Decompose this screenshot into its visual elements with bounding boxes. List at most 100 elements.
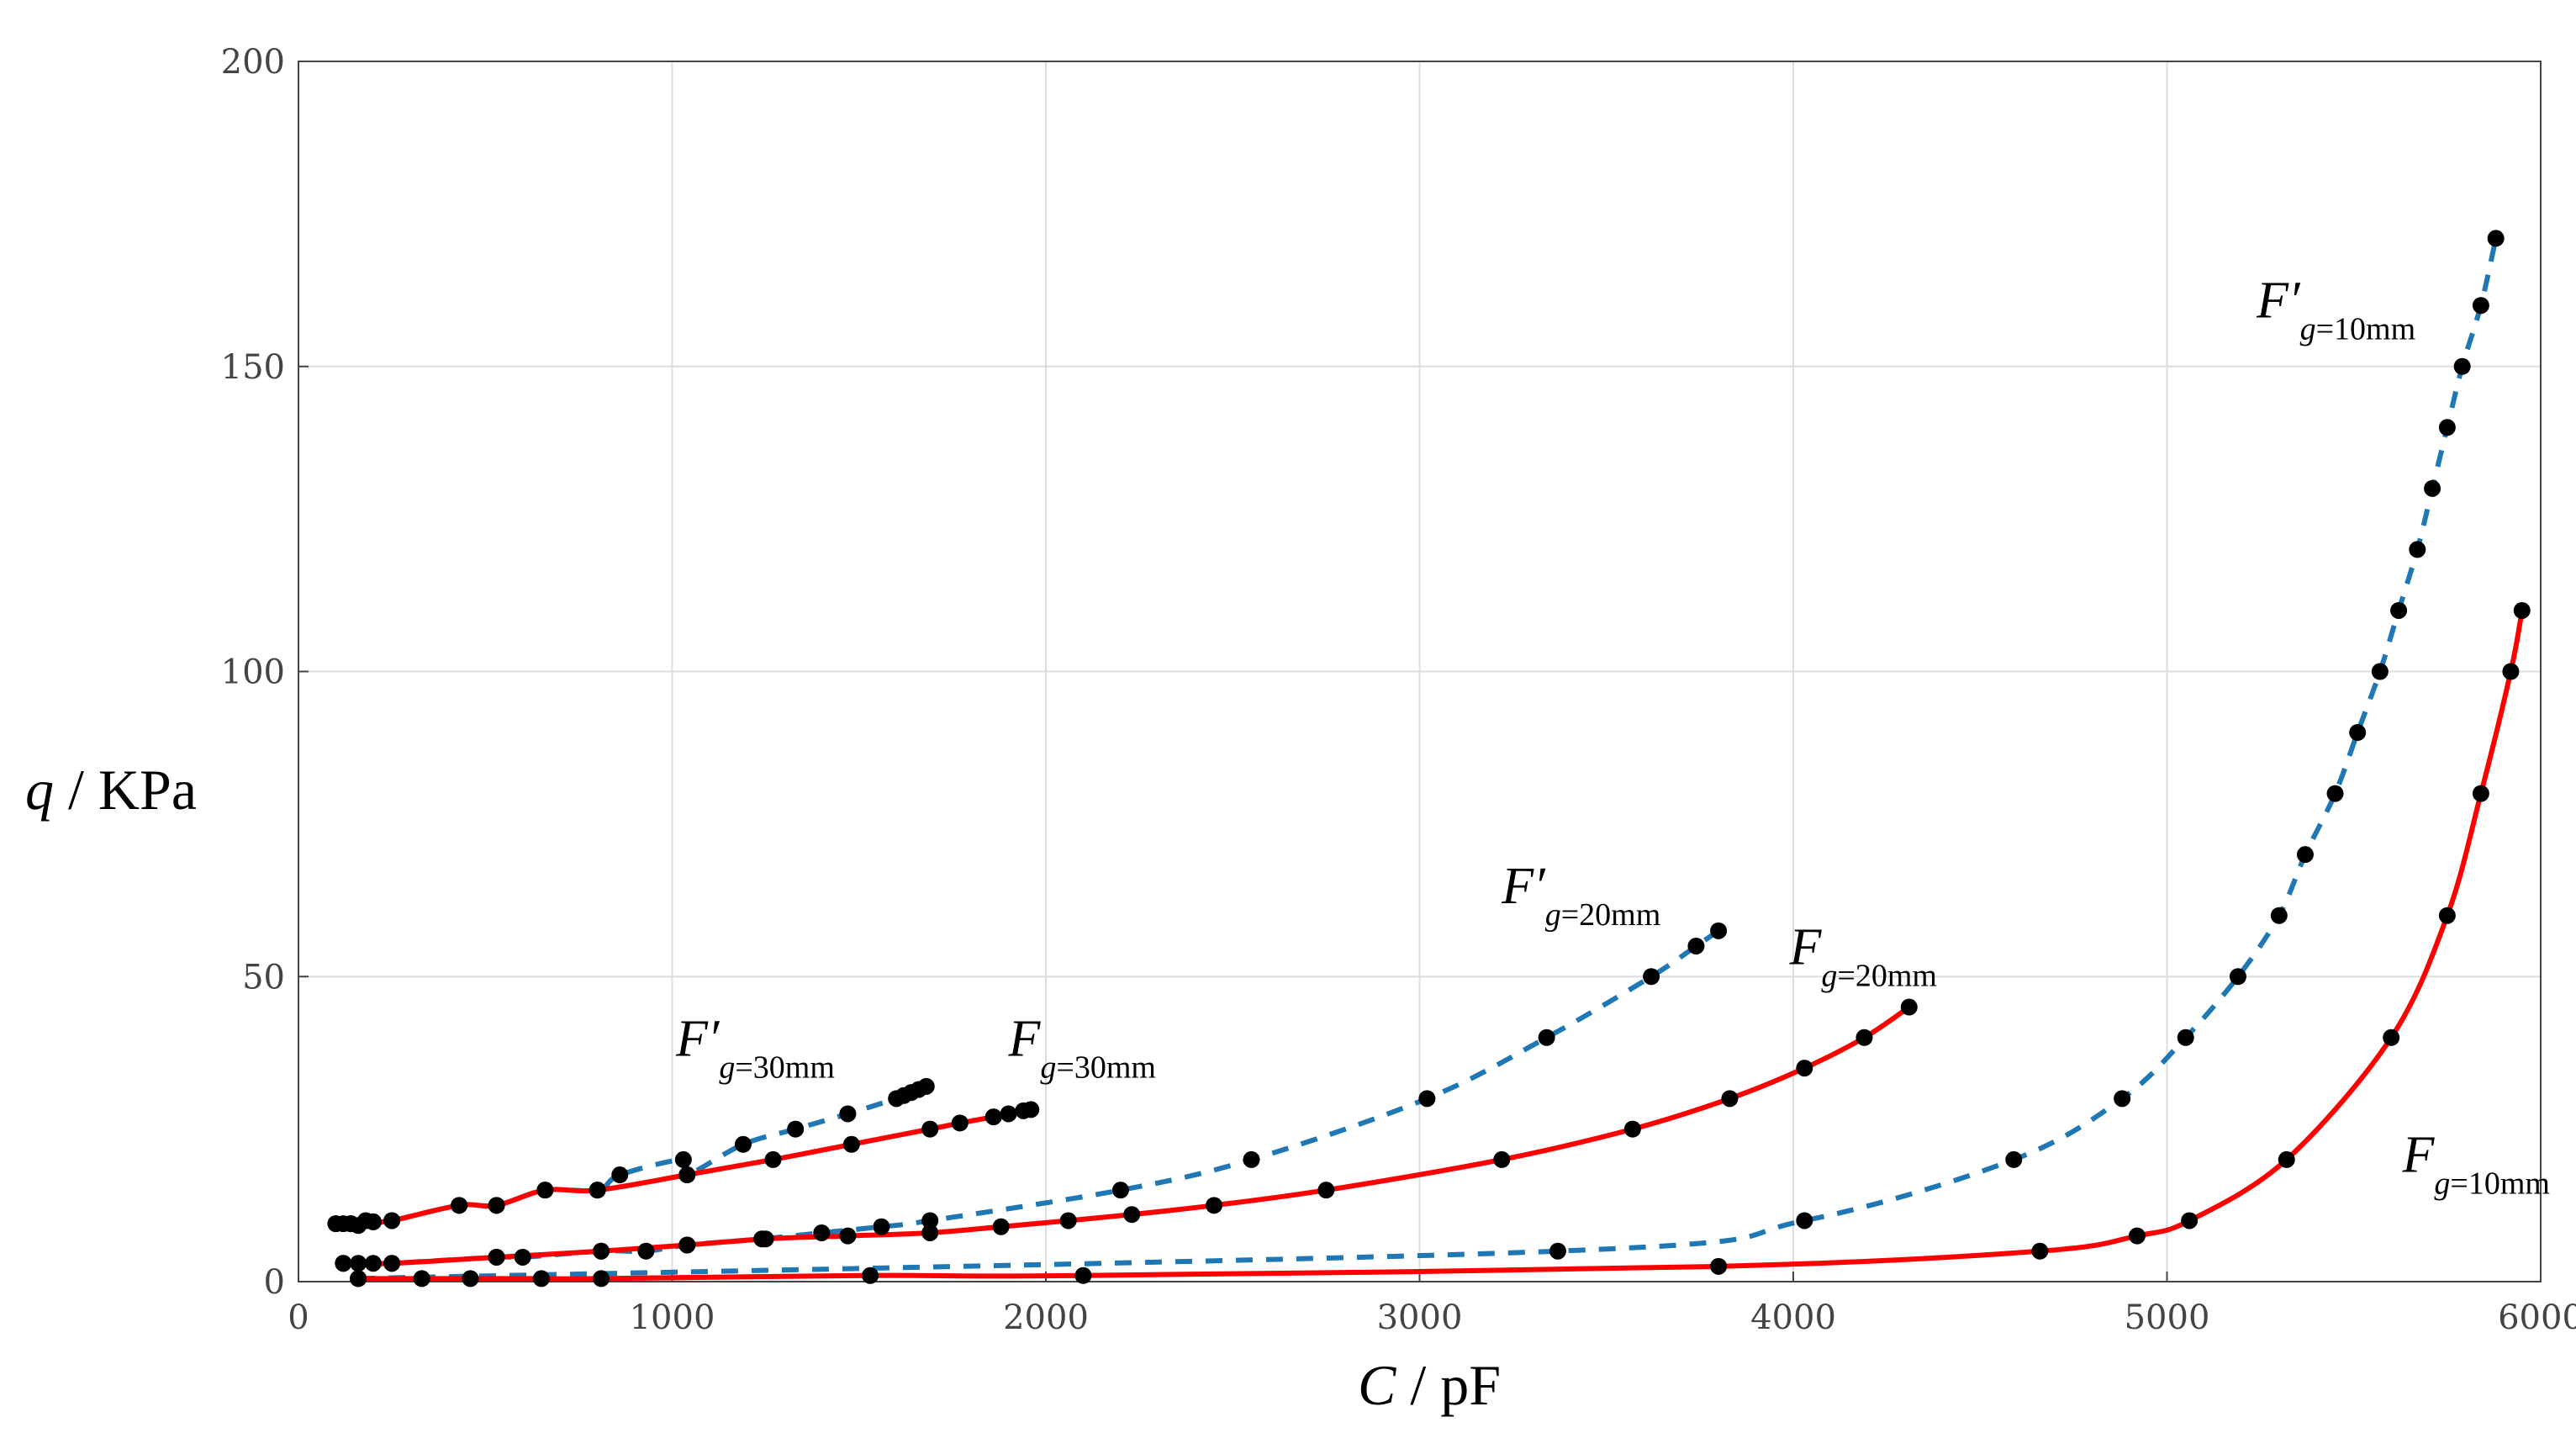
point-f20-3 [593, 1242, 610, 1260]
label-fp20: F′g=20mm [1501, 858, 1660, 933]
point-f20-8 [992, 1218, 1010, 1235]
point-fp10-5 [2177, 1028, 2194, 1046]
point-f30-2 [364, 1213, 382, 1230]
point-fp10-4 [2114, 1090, 2131, 1108]
point-fp20-11 [873, 1218, 890, 1235]
point-f30-4 [451, 1197, 468, 1214]
point-f10-16 [2513, 601, 2531, 619]
point-fp30-15 [787, 1120, 805, 1138]
point-f10-1 [413, 1270, 430, 1288]
label-fp20-sub-rest: =20mm [1561, 897, 1661, 933]
point-f30-13 [984, 1108, 1002, 1126]
point-f10-3 [532, 1270, 550, 1288]
point-f20-0 [335, 1255, 352, 1272]
point-f20-14 [1623, 1120, 1641, 1138]
point-fp20-7 [637, 1242, 655, 1260]
point-f30-14 [1000, 1105, 1017, 1123]
point-f20-16 [1796, 1060, 1813, 1077]
point-fp30-16 [839, 1105, 857, 1123]
point-f20-4 [678, 1236, 696, 1254]
label-fp30-sub-rest: =30mm [735, 1050, 835, 1086]
point-fp30-14 [734, 1135, 752, 1153]
point-f30-16 [1022, 1101, 1040, 1118]
x-tick-label-4: 4000 [1750, 1298, 1836, 1337]
y-tick-label-1: 50 [242, 958, 285, 997]
x-axis-var: C [1358, 1353, 1396, 1417]
y-tick-label-3: 150 [221, 348, 285, 387]
x-tick-label-1: 1000 [630, 1298, 715, 1337]
y-axis-var: q [25, 758, 54, 822]
point-fp10-16 [2453, 357, 2471, 375]
point-f10-11 [2278, 1150, 2295, 1168]
point-fp30-21 [917, 1077, 935, 1095]
point-fp30-12 [674, 1150, 692, 1168]
point-f30-0 [327, 1215, 345, 1233]
point-f30-7 [589, 1182, 606, 1199]
label-f10-sub-var: g [2434, 1166, 2450, 1201]
x-axis-unit: / pF [1396, 1353, 1501, 1417]
label-fp10-sub-var: g [2300, 312, 2316, 347]
label-f10-sub: g=10mm [2434, 1166, 2550, 1201]
x-tick-labels: 0 1000 2000 3000 4000 5000 6000 [288, 1298, 2576, 1337]
plot-frame [298, 61, 2542, 1282]
point-fp10-18 [2487, 230, 2505, 247]
point-f20-5 [757, 1230, 774, 1248]
point-f20-11 [1206, 1197, 1223, 1214]
label-fp20-sub: g=20mm [1545, 897, 1661, 933]
x-tick-label-5: 5000 [2125, 1298, 2210, 1337]
point-f30-10 [842, 1135, 860, 1153]
point-f20-13 [1493, 1150, 1511, 1168]
point-f10-0 [350, 1270, 367, 1288]
label-fp10: F′g=10mm [2256, 272, 2415, 347]
x-tick-label-3: 3000 [1377, 1298, 1463, 1337]
y-tick-label-0: 0 [264, 1263, 285, 1302]
markers [327, 230, 2531, 1288]
label-f20: Fg=20mm [1789, 919, 1937, 994]
point-f10-6 [1074, 1266, 1092, 1284]
point-fp20-5 [514, 1248, 531, 1266]
label-fp20-sub-var: g [1545, 897, 1561, 933]
point-fp10-12 [2390, 601, 2408, 619]
point-fp10-3 [2005, 1150, 2023, 1168]
y-tick-label-2: 100 [221, 653, 285, 692]
point-f20-6 [839, 1227, 857, 1245]
point-f10-9 [2128, 1227, 2146, 1245]
x-tick-label-0: 0 [288, 1298, 309, 1337]
point-f30-11 [921, 1120, 939, 1138]
point-f10-10 [2181, 1212, 2199, 1229]
label-f20-main: F [1789, 919, 1823, 976]
point-f10-8 [2031, 1242, 2049, 1260]
point-fp10-1 [1549, 1242, 1566, 1260]
label-f10-sub-rest: =10mm [2450, 1166, 2550, 1201]
point-fp20-10 [813, 1224, 831, 1241]
label-f30-sub: g=30mm [1040, 1050, 1156, 1086]
label-f20-sub-rest: =20mm [1837, 959, 1937, 994]
point-f10-14 [2472, 785, 2489, 802]
x-tick-label-2: 2000 [1003, 1298, 1089, 1337]
point-f10-12 [2383, 1028, 2400, 1046]
point-f20-10 [1123, 1206, 1141, 1224]
point-f20-9 [1059, 1212, 1077, 1229]
label-fp30-sub-var: g [719, 1050, 735, 1086]
label-fp10-sub: g=10mm [2300, 312, 2416, 347]
label-f20-sub-var: g [1821, 959, 1837, 994]
point-f20-15 [1721, 1090, 1739, 1108]
point-f30-12 [951, 1114, 969, 1132]
point-fp20-16 [1538, 1028, 1555, 1046]
point-fp10-6 [2229, 968, 2246, 986]
point-f30-1 [342, 1215, 360, 1233]
point-fp20-17 [1643, 968, 1660, 986]
point-fp10-17 [2472, 297, 2489, 315]
label-fp30: F′g=30mm [675, 1011, 835, 1086]
point-fp10-7 [2270, 907, 2288, 924]
point-fp20-12 [921, 1212, 939, 1229]
point-f20-2 [488, 1248, 505, 1266]
point-fp20-15 [1418, 1090, 1436, 1108]
point-f20-1 [383, 1255, 401, 1272]
point-f10-7 [1710, 1257, 1728, 1275]
y-tick-label-4: 200 [221, 43, 285, 82]
point-f20-7 [921, 1224, 939, 1241]
point-fp10-14 [2424, 479, 2441, 497]
point-fp10-13 [2409, 541, 2426, 558]
point-f30-6 [536, 1182, 554, 1199]
